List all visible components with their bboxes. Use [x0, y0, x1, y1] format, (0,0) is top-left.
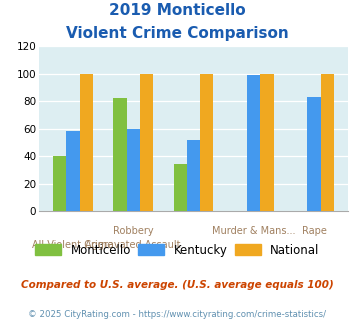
Text: © 2025 CityRating.com - https://www.cityrating.com/crime-statistics/: © 2025 CityRating.com - https://www.city… — [28, 310, 327, 319]
Bar — [53, 156, 66, 211]
Bar — [187, 140, 200, 211]
Bar — [321, 74, 334, 211]
Bar — [113, 98, 127, 211]
Bar — [174, 164, 187, 211]
Bar — [260, 74, 274, 211]
Bar — [307, 97, 321, 211]
Text: Compared to U.S. average. (U.S. average equals 100): Compared to U.S. average. (U.S. average … — [21, 280, 334, 290]
Bar — [127, 129, 140, 211]
Text: All Violent Crime: All Violent Crime — [32, 240, 114, 250]
Bar — [247, 75, 260, 211]
Text: Aggravated Assault: Aggravated Assault — [86, 240, 181, 250]
Bar — [140, 74, 153, 211]
Bar — [80, 74, 93, 211]
Bar — [66, 131, 80, 211]
Text: Murder & Mans...: Murder & Mans... — [212, 226, 295, 237]
Text: Rape: Rape — [301, 226, 326, 237]
Bar — [200, 74, 213, 211]
Text: Violent Crime Comparison: Violent Crime Comparison — [66, 26, 289, 41]
Legend: Monticello, Kentucky, National: Monticello, Kentucky, National — [36, 244, 320, 256]
Text: 2019 Monticello: 2019 Monticello — [109, 3, 246, 18]
Text: Robbery: Robbery — [113, 226, 153, 237]
